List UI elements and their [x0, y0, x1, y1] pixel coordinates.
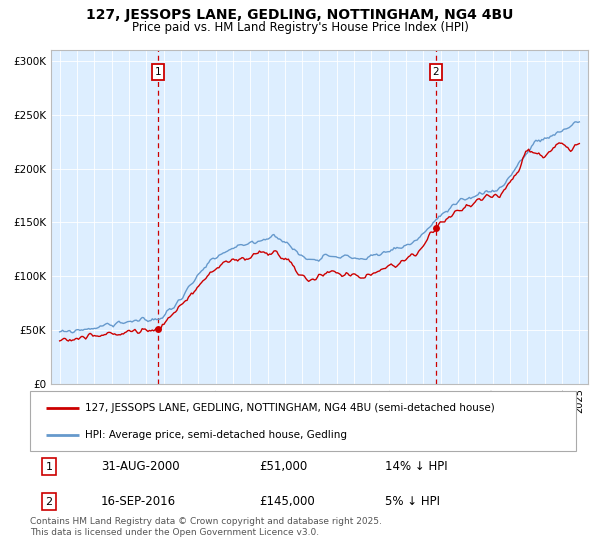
- Text: 5% ↓ HPI: 5% ↓ HPI: [385, 495, 440, 508]
- Text: 127, JESSOPS LANE, GEDLING, NOTTINGHAM, NG4 4BU: 127, JESSOPS LANE, GEDLING, NOTTINGHAM, …: [86, 8, 514, 22]
- Text: £145,000: £145,000: [259, 495, 315, 508]
- Text: 1: 1: [155, 67, 161, 77]
- Text: Contains HM Land Registry data © Crown copyright and database right 2025.
This d: Contains HM Land Registry data © Crown c…: [30, 517, 382, 536]
- Text: 2: 2: [46, 497, 53, 507]
- Text: 2: 2: [433, 67, 439, 77]
- Text: HPI: Average price, semi-detached house, Gedling: HPI: Average price, semi-detached house,…: [85, 430, 347, 440]
- Text: 16-SEP-2016: 16-SEP-2016: [101, 495, 176, 508]
- Text: Price paid vs. HM Land Registry's House Price Index (HPI): Price paid vs. HM Land Registry's House …: [131, 21, 469, 34]
- FancyBboxPatch shape: [30, 391, 576, 451]
- Text: 14% ↓ HPI: 14% ↓ HPI: [385, 460, 448, 473]
- Text: 127, JESSOPS LANE, GEDLING, NOTTINGHAM, NG4 4BU (semi-detached house): 127, JESSOPS LANE, GEDLING, NOTTINGHAM, …: [85, 403, 494, 413]
- Text: £51,000: £51,000: [259, 460, 308, 473]
- Text: 31-AUG-2000: 31-AUG-2000: [101, 460, 179, 473]
- Text: 1: 1: [46, 461, 53, 472]
